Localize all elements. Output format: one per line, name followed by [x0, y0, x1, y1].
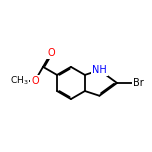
Text: NH: NH	[92, 65, 107, 75]
Text: CH$_3$: CH$_3$	[10, 75, 28, 87]
Text: O: O	[31, 76, 39, 86]
Text: Br: Br	[133, 78, 144, 88]
Text: O: O	[47, 48, 55, 58]
